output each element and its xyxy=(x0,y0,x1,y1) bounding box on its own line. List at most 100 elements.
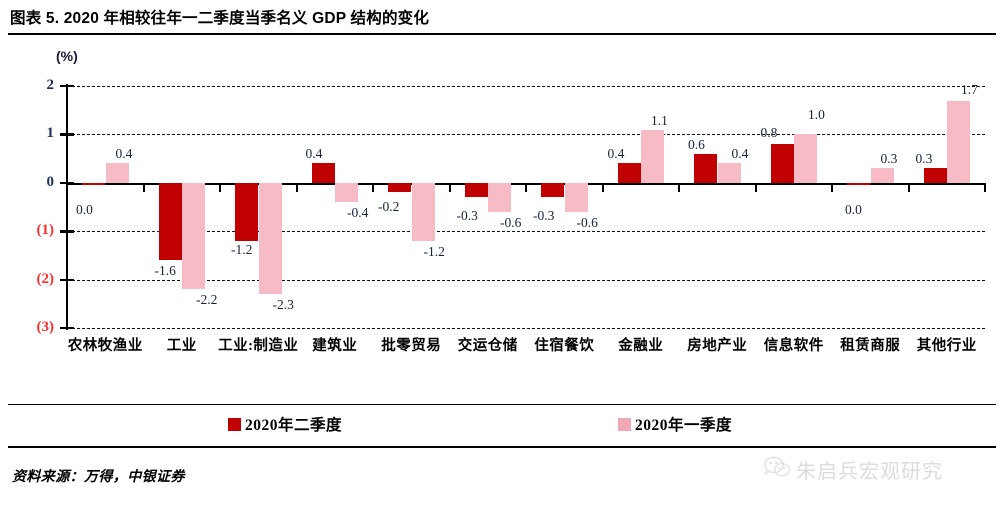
x-tick xyxy=(754,183,757,192)
bar xyxy=(158,182,182,261)
bar-value-label: 0.4 xyxy=(115,146,133,162)
x-tick xyxy=(525,183,528,192)
source-note: 资料来源：万得，中银证券 xyxy=(12,470,185,485)
bar xyxy=(847,182,870,185)
x-axis-category-label: 批零贸易 xyxy=(381,338,442,354)
y-axis-unit-label: (%) xyxy=(56,48,78,64)
x-axis-category-label: 信息软件 xyxy=(763,338,824,354)
gridline--1 xyxy=(67,231,985,233)
bar xyxy=(870,168,894,183)
x-axis-category-label: 房地产业 xyxy=(687,338,748,354)
bar xyxy=(182,182,205,290)
gridline--3 xyxy=(67,328,985,329)
bar xyxy=(488,182,511,212)
bar-value-label: 0.3 xyxy=(880,151,898,167)
wechat-icon xyxy=(763,456,790,483)
gridline-1 xyxy=(67,134,985,136)
bar xyxy=(105,163,129,183)
x-tick xyxy=(984,183,987,192)
legend-label: 2020年一季度 xyxy=(635,417,733,434)
bar-value-label: -2.3 xyxy=(272,297,294,313)
bar-value-label: -0.3 xyxy=(533,208,555,224)
watermark-text: 朱启兵宏观研究 xyxy=(796,461,943,483)
legend-label: 2020年二季度 xyxy=(245,417,343,434)
bar-value-label: -1.6 xyxy=(154,263,176,279)
x-axis-category-label: 农林牧渔业 xyxy=(67,338,143,354)
bar-value-label: 0.8 xyxy=(760,125,778,141)
bar xyxy=(641,129,664,183)
x-tick xyxy=(142,183,145,192)
x-axis-category-labels: 农林牧渔业 工业 工业:制造业 建筑业 批零贸易 交运仓储 住宿餐饮 金融业 房地产业 信息软件租… xyxy=(67,336,985,402)
bar xyxy=(694,153,717,183)
bar-value-label: 1.1 xyxy=(651,112,668,128)
chart-legend: 2020年二季度 2020年一季度 xyxy=(8,405,996,446)
legend-item[interactable]: 2020年一季度 xyxy=(618,413,732,435)
watermark: 朱启兵宏观研究 xyxy=(763,455,943,484)
bar-value-label: 0.4 xyxy=(607,146,625,162)
bar xyxy=(770,144,794,183)
legend-divider-bottom xyxy=(8,446,996,449)
bar-value-label: -0.4 xyxy=(347,205,369,221)
x-tick xyxy=(219,183,222,192)
x-axis-category-label: 建筑业 xyxy=(312,338,358,354)
bar xyxy=(947,100,970,183)
bar xyxy=(82,182,105,185)
bar xyxy=(411,182,435,241)
bar-value-label: 0.0 xyxy=(76,201,93,217)
y-axis-tick-label: (3) xyxy=(36,319,55,335)
bar xyxy=(388,182,411,193)
y-axis-tick-label: 1 xyxy=(46,125,55,142)
y-axis-tick-label: 2 xyxy=(46,77,55,93)
legend-swatch xyxy=(228,417,241,431)
bar-value-label: 1.0 xyxy=(808,107,825,123)
bar-value-label: 1.7 xyxy=(961,81,978,97)
bar-value-label: 0.0 xyxy=(845,201,862,217)
x-tick xyxy=(448,183,451,192)
bar xyxy=(311,163,335,183)
bar-value-label: 0.3 xyxy=(915,151,933,167)
figure-title: 图表 5. 2020 年相较往年一二季度当季名义 GDP 结构的变化 xyxy=(10,10,430,27)
x-tick xyxy=(907,183,910,192)
y-axis-tick-label: 0 xyxy=(46,173,55,190)
bar-value-label: 0.6 xyxy=(688,136,705,152)
gridline-2 xyxy=(67,86,985,87)
bar-value-label: -0.3 xyxy=(456,208,478,224)
y-axis-line xyxy=(66,84,69,330)
bar-value-label: -2.2 xyxy=(196,292,218,308)
bar xyxy=(464,182,488,198)
bar xyxy=(717,163,741,183)
bar-value-label: -1.2 xyxy=(231,241,253,257)
x-tick xyxy=(295,183,298,192)
x-axis-category-label: 工业 xyxy=(166,338,197,354)
x-axis-category-label: 工业:制造业 xyxy=(218,338,299,354)
bar xyxy=(541,182,564,198)
bar xyxy=(335,182,358,203)
x-tick xyxy=(372,183,375,192)
legend-item[interactable]: 2020年二季度 xyxy=(228,413,342,435)
bar-value-label: 0.4 xyxy=(731,146,749,162)
bar xyxy=(923,168,947,183)
x-axis-category-label: 金融业 xyxy=(618,338,664,354)
x-tick xyxy=(831,183,834,192)
plot-area: 0.0 0.4 -1.6 -2.2 -1.2 -2.3 0.4 -0.4 -0.2 -1.2 -0.… xyxy=(67,81,985,329)
x-axis-category-label: 其他行业 xyxy=(916,338,977,354)
x-axis-category-label: 住宿餐饮 xyxy=(534,338,595,354)
bar xyxy=(794,134,817,183)
bar xyxy=(235,182,258,241)
x-tick xyxy=(678,183,681,192)
bar-value-label: -1.2 xyxy=(423,243,445,259)
bar-value-label: -0.6 xyxy=(576,214,598,230)
y-axis-tick-label: (1) xyxy=(36,222,55,239)
bar xyxy=(564,182,588,212)
x-tick xyxy=(601,183,604,192)
legend-divider-top xyxy=(8,404,996,406)
bar-value-label: -0.2 xyxy=(378,199,400,215)
legend-swatch xyxy=(618,417,631,431)
bar xyxy=(258,182,282,295)
gridline--2 xyxy=(67,279,985,281)
bar xyxy=(617,163,641,183)
y-axis-tick-label: (2) xyxy=(36,270,55,287)
x-axis-category-label: 交运仓储 xyxy=(457,338,518,354)
bar-value-label: -0.6 xyxy=(500,214,522,230)
title-divider xyxy=(8,33,996,35)
